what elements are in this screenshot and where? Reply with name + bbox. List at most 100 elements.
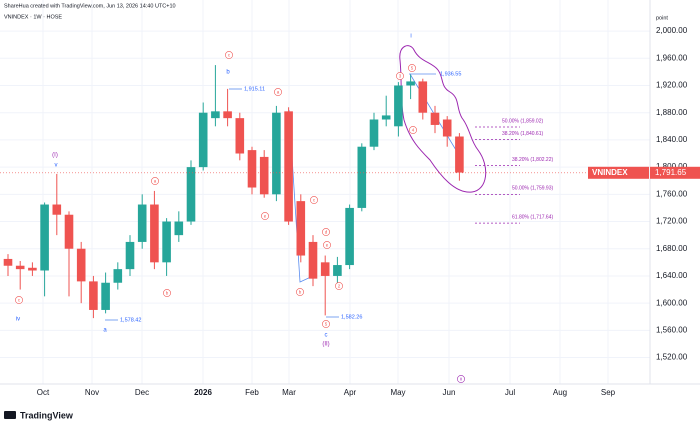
candle-body [113,269,123,283]
fib-label: 61.80% (1,717.64) [512,214,553,220]
price-note: 1,936.55 [440,71,461,77]
circled-label-ring [225,51,233,59]
candle-body [430,112,440,125]
circled-label-ring [310,196,318,204]
circled-label-ring [296,288,304,296]
candle-body [137,204,147,242]
candle-body [357,146,367,208]
wave-label: b [226,70,230,76]
y-tick-label: 1,760.00 [656,189,688,198]
y-tick-label: 1,800.00 [656,162,688,171]
candle-body [89,281,98,310]
circled-label: a [277,89,280,94]
circled-label: d [325,229,328,234]
y-tick-label: 1,560.00 [656,325,688,334]
y-tick-label: 1,920.00 [656,81,688,90]
circled-label-ring [409,126,417,134]
x-tick-label: Feb [245,388,259,397]
candle-body [296,201,306,256]
y-tick-label: 1,840.00 [656,135,688,144]
candle-body [259,156,269,195]
circled-label-ring [322,228,330,236]
x-tick-label: Sep [601,388,616,397]
circled-label: 3 [399,73,402,78]
candle-body [345,207,354,266]
circled-label: e [326,242,329,247]
x-tick-label: 2026 [194,388,212,397]
x-tick-label: Jun [443,388,456,397]
fib-label: 50.00% (1,759.93) [512,186,553,192]
y-tick-label: 1,600.00 [656,298,688,307]
price-tag [650,166,700,179]
candle-body [333,265,342,276]
fib-label: 38.20% (1,840.61) [502,131,543,137]
price-note: 1,582.26 [341,314,362,320]
candle-body [150,204,159,263]
candles [3,65,464,319]
candle-body [418,81,428,113]
candle-body [394,85,403,127]
x-tick-label: May [390,388,405,397]
x-tick-label: Jul [505,388,515,397]
credit: ShareHua created with TradingView.com, J… [4,3,176,9]
wave-label: v [55,163,58,169]
candle-body [76,248,86,282]
circled-label: 5 [325,321,328,326]
candle-body [28,267,37,271]
circled-label: b [166,290,169,295]
axis-unit: point [656,15,668,21]
circled-label: a [154,178,157,183]
candle-body [186,167,196,222]
symbol: VNINDEX · 1W · HOSE [4,14,62,20]
circled-label-ring [457,375,465,383]
y-tick-label: 1,960.00 [656,53,688,62]
annotations: 1,915.11 1,578.42 1,582.26 1,936.55 (I) v iv a b… [15,34,465,383]
circled-label-ring [261,212,269,220]
wave-label: (II) [322,342,329,348]
candle-body [406,81,415,86]
wave-label: iv [16,317,20,323]
candle-body [272,112,281,195]
y-tick-label: 1,680.00 [656,244,688,253]
circled-label: c [18,297,21,302]
candle-body [284,111,293,222]
candle-body [369,119,379,147]
x-tick-label: Mar [282,388,296,397]
candle-body [308,241,318,279]
circled-label-ring [151,177,159,185]
fib-label: 38.20% (1,802.22) [512,157,553,163]
circled-label: c [313,197,316,202]
circled-label: ii [460,376,462,381]
symbol-tag [588,166,649,179]
candle-body [3,258,13,266]
circled-label-ring [335,282,343,290]
y-tick-label: 1,720.00 [656,217,688,226]
candle-body [381,115,391,120]
circled-label-ring [163,289,171,297]
candle-body [442,119,452,137]
circled-label-ring [408,64,416,72]
logo: TradingView [4,410,74,420]
price-note: 1,915.11 [244,86,265,92]
wave-label: c [325,333,328,339]
candle-body [223,111,232,119]
x-tick-label: Oct [37,388,50,397]
circled-label: e [264,213,267,218]
y-tick-label: 1,520.00 [656,353,688,362]
candle-body [125,241,135,270]
candle-body [52,204,62,215]
candle-body [174,221,184,236]
candle-body [455,136,464,173]
candle-body [211,111,220,119]
wave-label: (I) [52,153,58,159]
circled-label-ring [323,241,331,249]
x-tick-label: Aug [553,388,567,397]
candle-body [40,204,49,271]
circled-label: 2 [338,283,341,288]
wave-label: a [103,328,107,334]
x-tick-label: Nov [85,388,99,397]
candle-body [101,282,110,310]
circled-label: 5 [411,65,414,70]
symbol-tag-text: VNINDEX [592,168,628,177]
